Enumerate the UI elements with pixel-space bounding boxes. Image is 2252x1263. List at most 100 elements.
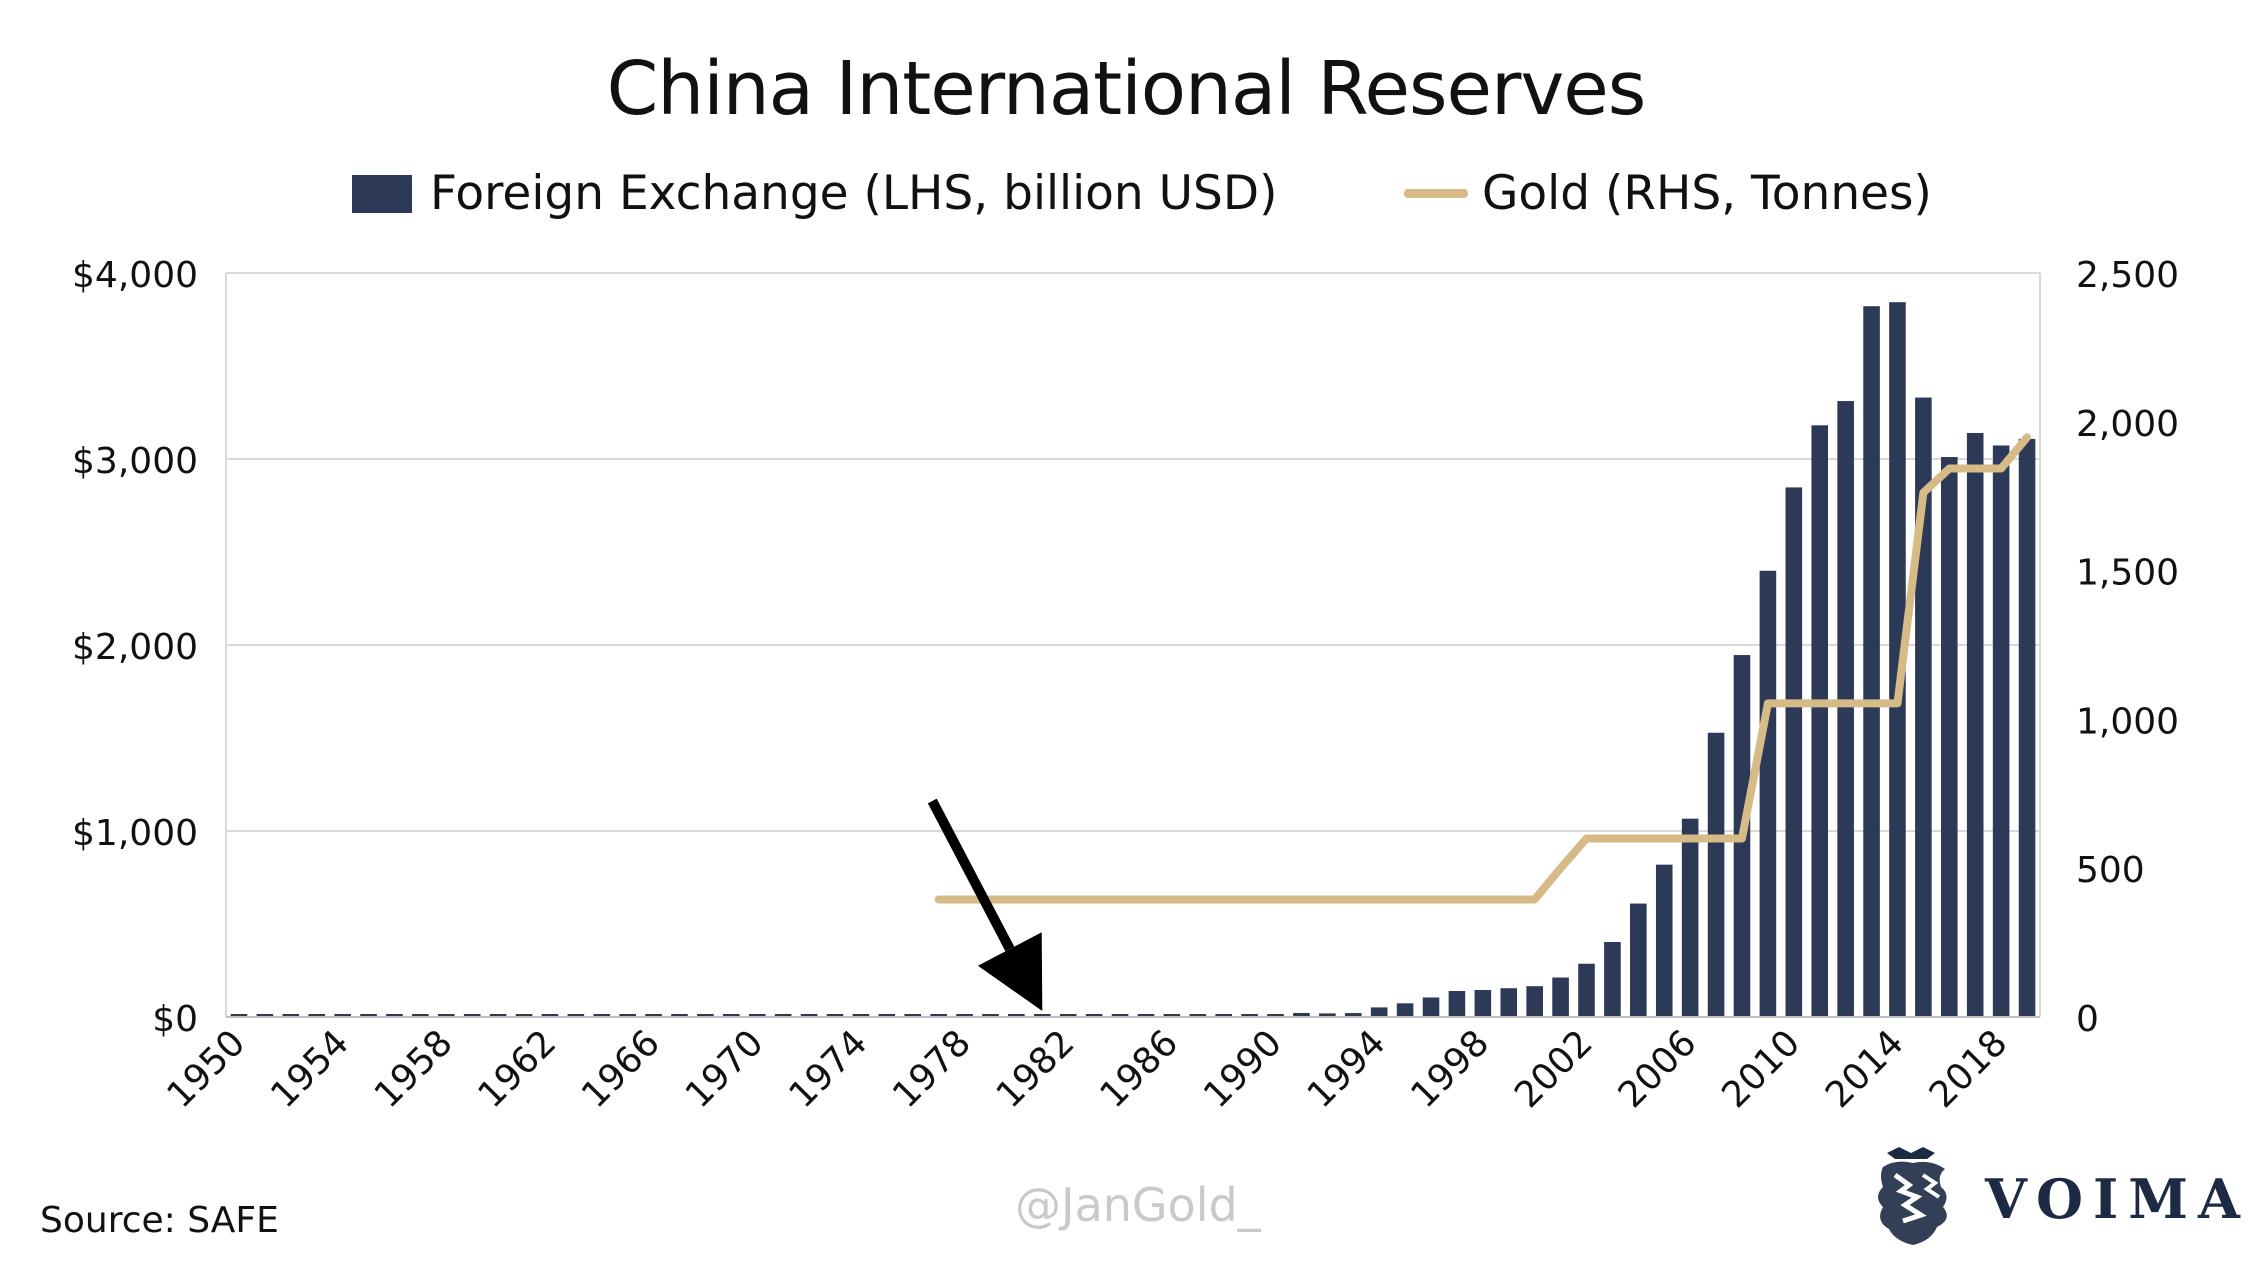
left-axis-tick-label: $3,000 (72, 441, 198, 482)
left-axis-tick-label: $0 (152, 999, 198, 1040)
fx-bar (1008, 1014, 1025, 1017)
right-axis-tick-label: 0 (2076, 999, 2099, 1040)
legend-swatch-bar (352, 174, 412, 213)
annotation-arrow-head (977, 932, 1043, 1011)
left-axis-tick-label: $2,000 (72, 627, 198, 668)
x-axis-tick-label: 1958 (367, 1022, 461, 1116)
brand-name: VOIMA (1985, 1167, 2250, 1231)
x-axis-tick-label: 2002 (1507, 1022, 1601, 1116)
fx-bar (1241, 1014, 1258, 1017)
fx-bar (982, 1014, 999, 1017)
fx-bar (1396, 1003, 1414, 1017)
fx-bar (1474, 990, 1492, 1017)
fx-bar (1370, 1007, 1388, 1017)
fx-bar (515, 1014, 533, 1017)
x-axis-tick-label: 1990 (1196, 1022, 1290, 1116)
fx-bar (852, 1014, 870, 1017)
fx-bar (1034, 1014, 1051, 1017)
fx-bar (1681, 818, 1699, 1017)
fx-bar (1811, 425, 1829, 1017)
fx-bar (1448, 990, 1466, 1017)
fx-bar (774, 1014, 792, 1017)
brand-logo: VOIMA (1865, 1145, 2240, 1250)
fx-bar (1319, 1013, 1336, 1017)
right-axis-tick-label: 1,500 (2076, 553, 2179, 594)
x-axis-tick-label: 2018 (1922, 1022, 2016, 1116)
source-note: Source: SAFE (40, 1200, 279, 1241)
fx-bar (1578, 963, 1595, 1017)
fx-bar (697, 1014, 714, 1017)
fx-bar (748, 1014, 766, 1017)
fx-bar (1785, 487, 1803, 1017)
fx-bar (1966, 432, 1984, 1017)
fx-bar (1604, 941, 1621, 1017)
fx-bar (1707, 732, 1725, 1017)
x-axis-tick-label: 1982 (989, 1022, 1083, 1116)
legend-item-fx: Foreign Exchange (LHS, billion USD) (352, 166, 1277, 221)
fx-bar (723, 1014, 740, 1017)
legend-label-fx: Foreign Exchange (LHS, billion USD) (430, 166, 1278, 221)
fx-bar (489, 1014, 507, 1017)
fx-bar (282, 1014, 300, 1017)
fx-bar (1630, 903, 1647, 1017)
legend-item-gold: Gold (RHS, Tonnes) (1404, 166, 1932, 221)
x-axis-tick-label: 1962 (471, 1022, 565, 1116)
right-axis-tick-label: 2,000 (2076, 404, 2179, 445)
fx-bar (878, 1014, 896, 1017)
fx-bar (1422, 997, 1440, 1017)
x-axis-tick-label: 2006 (1611, 1022, 1705, 1116)
annotation-arrow-shaft (927, 798, 1015, 952)
fx-bar (1552, 977, 1569, 1017)
gold-line (934, 433, 2032, 904)
fx-bar (1215, 1014, 1232, 1017)
fx-bar (1344, 1013, 1362, 1017)
x-axis-tick-label: 1978 (885, 1022, 979, 1116)
fx-bar (1889, 302, 1906, 1017)
legend-label-gold: Gold (RHS, Tonnes) (1482, 166, 1932, 221)
fx-bar (800, 1014, 818, 1017)
fx-bar (1837, 401, 1854, 1018)
fx-bar (256, 1014, 274, 1017)
x-axis-tick-label: 1994 (1300, 1022, 1394, 1116)
fx-bar (1992, 445, 2010, 1018)
fx-bar (1267, 1014, 1284, 1017)
chart-title: China International Reserves (606, 46, 1647, 132)
fx-bar (1863, 306, 1880, 1018)
lion-crest-icon (1878, 1147, 1947, 1245)
fx-bar (826, 1014, 844, 1017)
x-axis-tick-label: 1954 (263, 1022, 357, 1116)
fx-bar (1655, 864, 1673, 1017)
x-axis-tick-label: 1974 (781, 1022, 875, 1116)
fx-bar (1163, 1014, 1181, 1017)
right-axis-tick-label: 1,000 (2076, 701, 2179, 742)
fx-bar (1085, 1014, 1103, 1017)
fx-bar (645, 1014, 662, 1017)
fx-bar (1293, 1012, 1310, 1017)
fx-bar (1526, 986, 1543, 1017)
fx-bar (593, 1014, 611, 1017)
fx-bar (904, 1014, 922, 1017)
legend-swatch-line (1404, 189, 1468, 198)
x-axis-tick-label: 1966 (574, 1022, 668, 1116)
fx-bar (308, 1014, 325, 1017)
fx-bar (1059, 1014, 1077, 1017)
fx-bar (671, 1014, 688, 1017)
right-axis-tick-label: 2,500 (2076, 255, 2179, 296)
fx-bar (1189, 1014, 1207, 1017)
fx-bar (334, 1014, 351, 1017)
fx-bar (386, 1014, 403, 1017)
fx-bar (930, 1014, 947, 1017)
right-axis-tick-label: 500 (2076, 850, 2145, 891)
fx-bar (360, 1014, 377, 1017)
fx-bar (956, 1014, 973, 1017)
x-axis-tick-label: 1986 (1092, 1022, 1186, 1116)
fx-bar (1759, 570, 1777, 1017)
x-axis-tick-label: 2014 (1818, 1022, 1912, 1116)
fx-bar (412, 1014, 429, 1017)
fx-bar (619, 1014, 636, 1017)
left-axis-tick-label: $4,000 (72, 255, 198, 296)
x-axis-tick-label: 1970 (678, 1022, 772, 1116)
fx-bar (1111, 1014, 1129, 1017)
x-axis-tick-label: 2010 (1714, 1022, 1808, 1116)
